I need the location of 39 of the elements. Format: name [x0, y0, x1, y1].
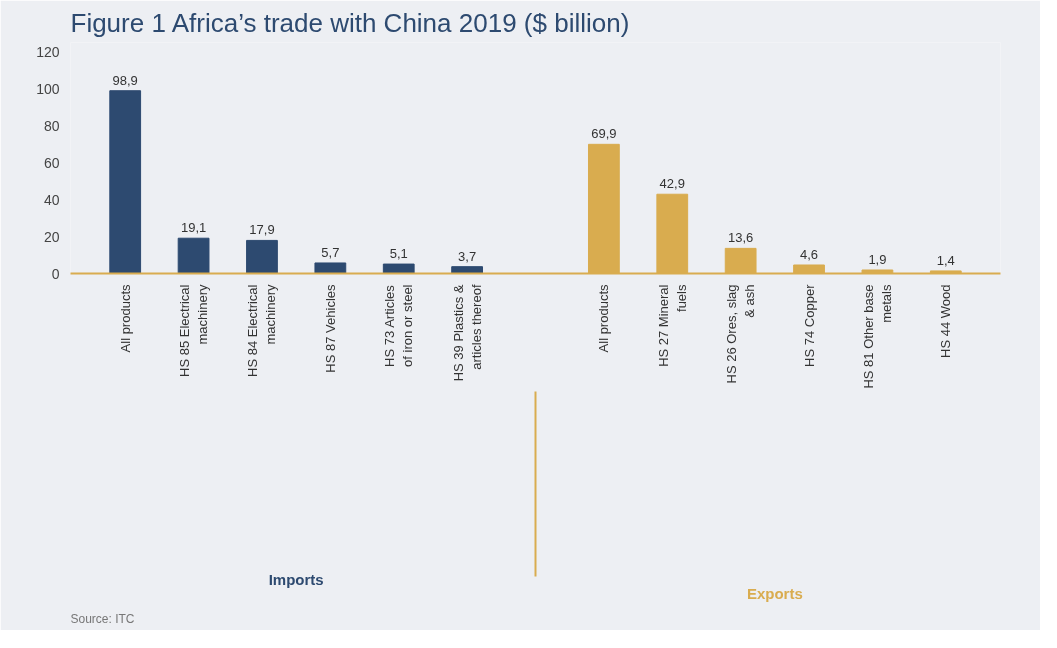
bar	[382, 263, 415, 274]
data-label: 98,9	[112, 72, 138, 88]
x-tick-label: HS 87 Vehicles	[322, 284, 338, 373]
x-tick-label: HS 44 Wood	[938, 284, 954, 358]
y-tick-label: 40	[43, 191, 60, 208]
x-tick-label: All products	[117, 284, 133, 353]
data-label: 13,6	[728, 230, 754, 246]
x-tick-label: HS 73 Articles of iron or steel	[382, 284, 416, 367]
data-label: 4,6	[799, 247, 819, 262]
x-tick-label: HS 74 Copper	[801, 283, 817, 367]
source-note: Source: ITC	[70, 611, 135, 626]
text: Imports	[268, 570, 324, 588]
y-tick-label: 60	[43, 154, 60, 171]
data-label: 19,1	[180, 220, 207, 236]
chart-title: Figure 1 Africa’s trade with China 2019 ($ billion)	[70, 7, 630, 38]
x-tick-label: HS 27 Mineral fuels	[655, 284, 689, 367]
y-tick-label: 0	[51, 265, 60, 282]
bar	[451, 266, 483, 274]
data-label: 5,7	[321, 244, 340, 260]
y-tick-label: 120	[36, 43, 60, 60]
x-tick-label: HS 85 Electrical machinery	[177, 284, 211, 377]
x-tick-label: HS 81 Other base metals	[860, 284, 894, 389]
data-label: 69,9	[591, 126, 617, 142]
data-label: 17,9	[249, 222, 275, 238]
x-tick-label: HS 26 Ores, slag & ash	[724, 284, 758, 384]
bar	[177, 237, 210, 274]
y-tick-label: 20	[43, 228, 60, 245]
data-label: 3,7	[458, 248, 477, 264]
x-tick-label: All products	[596, 284, 612, 353]
data-label: 1,4	[936, 252, 955, 268]
y-tick-label: 80	[43, 117, 60, 134]
data-label: 5,1	[389, 246, 408, 262]
data-label: 1,9	[868, 251, 887, 267]
text: Exports	[746, 584, 803, 602]
bar	[246, 239, 278, 274]
bar	[314, 262, 347, 274]
bar	[109, 90, 142, 274]
data-label: 42,9	[659, 176, 685, 192]
y-tick-label: 100	[36, 80, 60, 97]
